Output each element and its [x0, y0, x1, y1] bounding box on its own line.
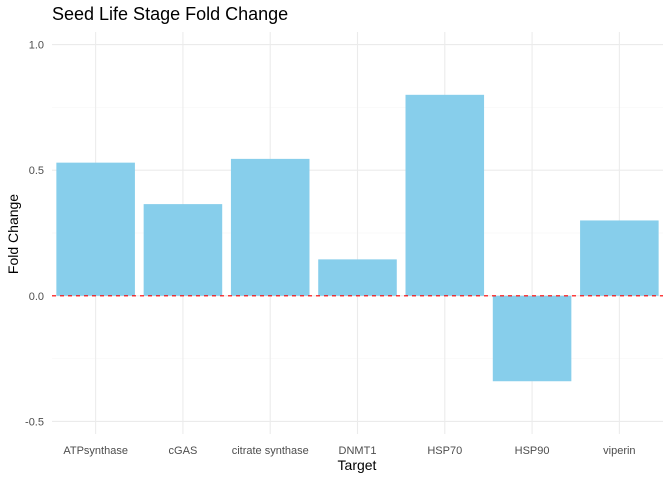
- y-axis-title: Fold Change: [5, 194, 21, 274]
- bar-citrate-synthase: [230, 158, 310, 296]
- bar-hsp70: [405, 94, 485, 296]
- x-tick-label: citrate synthase: [232, 445, 309, 457]
- x-tick-label: cGAS: [169, 445, 198, 457]
- x-axis-title: Target: [338, 457, 377, 473]
- y-tick-label: 0.0: [29, 291, 44, 303]
- x-tick-label: HSP90: [515, 445, 550, 457]
- bar-dnmt1: [318, 259, 397, 296]
- bar-viperin: [580, 220, 659, 296]
- y-tick-label: 0.5: [29, 165, 44, 177]
- x-tick-label: ATPsynthase: [63, 445, 128, 457]
- x-axis-ticks: ATPsynthase cGAS citrate synthase DNMT1 HSP7…: [63, 445, 635, 457]
- y-axis-ticks: -0.5 0.0 0.5 1.0: [25, 40, 44, 429]
- bars: [56, 94, 659, 382]
- y-tick-label: 1.0: [29, 40, 44, 52]
- chart-title: Seed Life Stage Fold Change: [52, 4, 288, 24]
- bar-hsp90: [492, 295, 572, 382]
- bar-cgas: [143, 204, 223, 296]
- x-tick-label: HSP70: [427, 445, 462, 457]
- x-tick-label: DNMT1: [339, 445, 377, 457]
- x-tick-label: viperin: [603, 445, 635, 457]
- bar-atpsynthase: [56, 162, 135, 296]
- y-tick-label: -0.5: [25, 416, 44, 428]
